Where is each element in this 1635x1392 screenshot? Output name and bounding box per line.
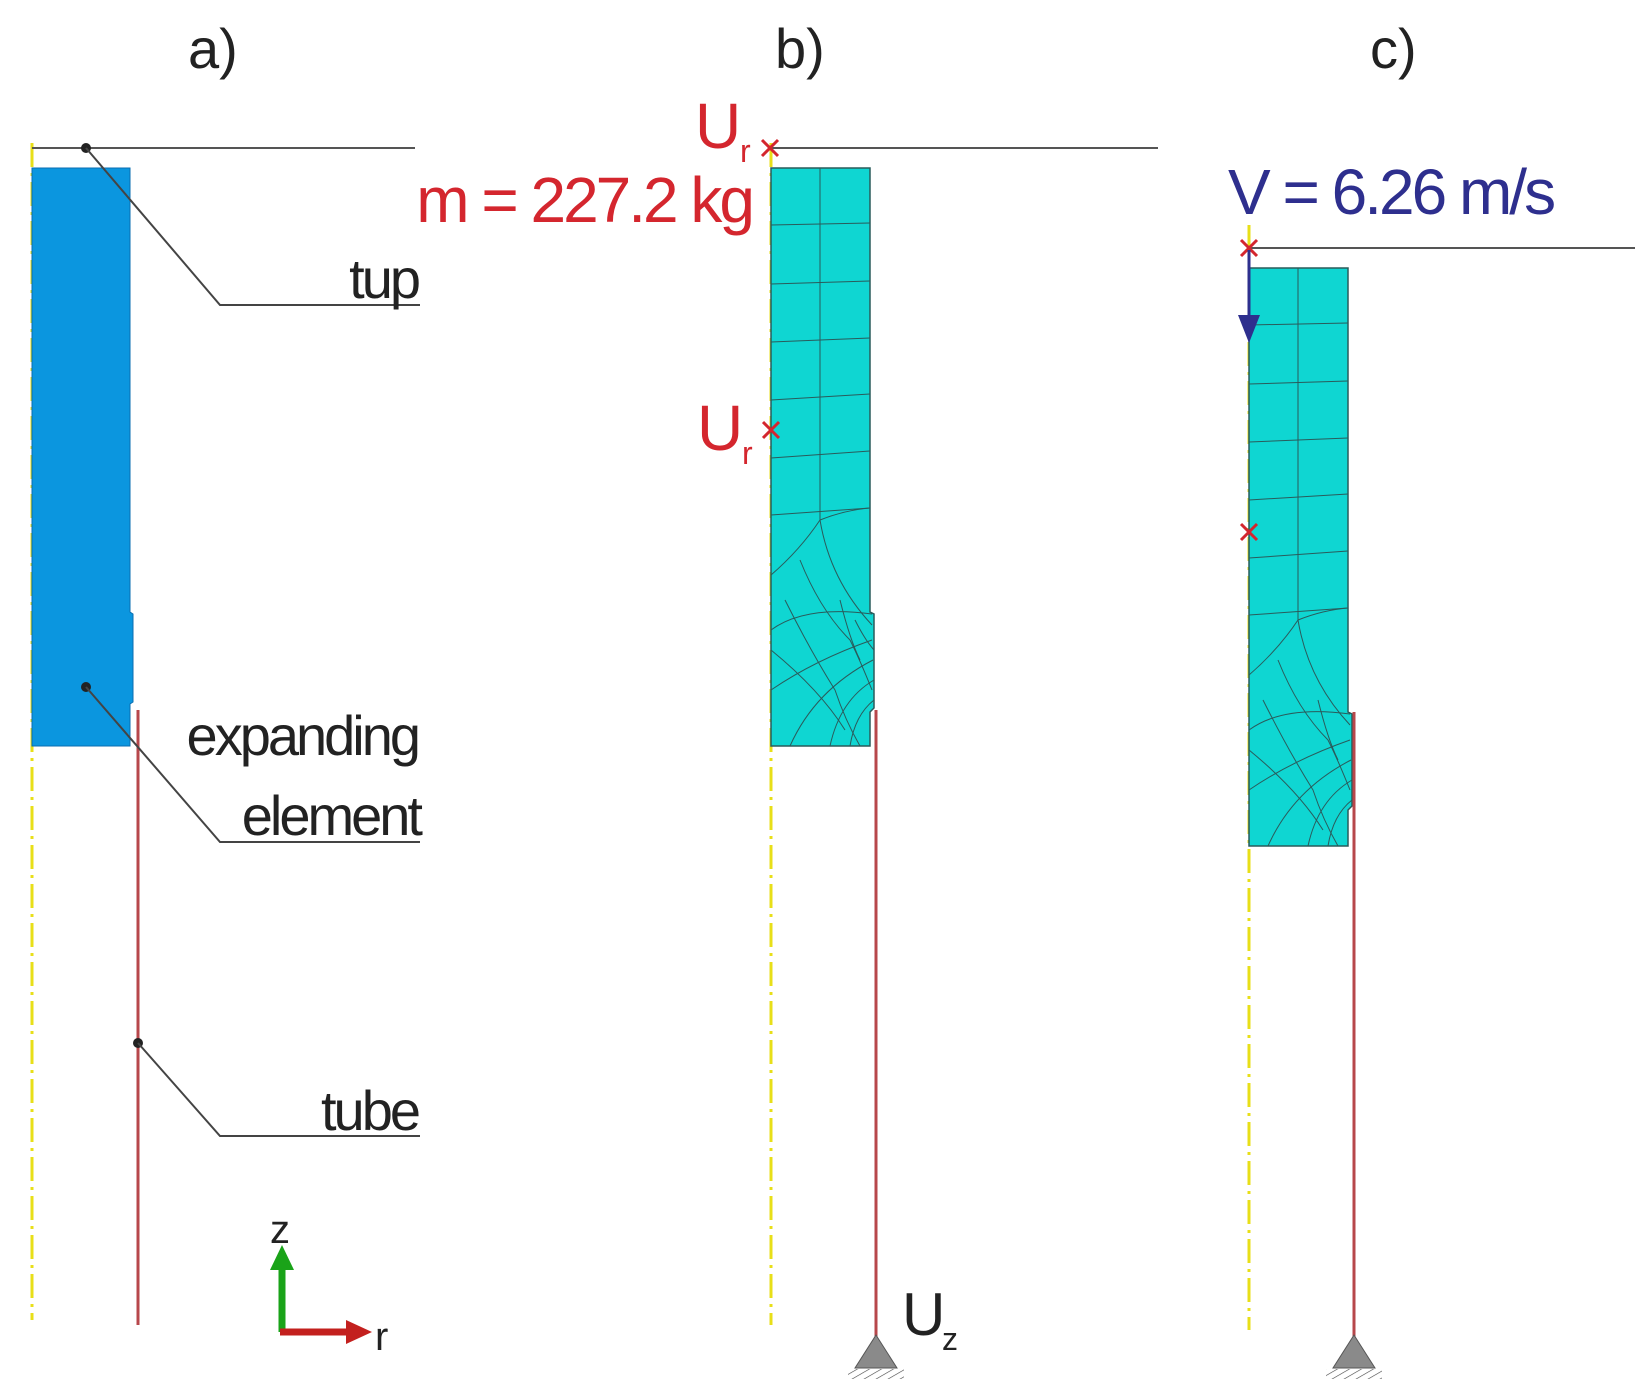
callout-expanding-label: expanding [187,704,418,767]
mass-label: m = 227.2 kg [416,164,752,236]
bc-marker-c-top [1239,238,1259,258]
panel-b: b) [416,17,1158,1379]
panel-c-label: c) [1370,17,1417,80]
expanding-element-solid [31,167,134,747]
callout-element-label: element [242,784,424,847]
bc-radial-top-sub: r [740,133,751,169]
velocity-label: V = 6.26 m/s [1228,156,1554,228]
mesh-body-b [770,167,875,747]
bc-radial-mid-U: U [697,392,743,464]
z-axis-label: z [270,1208,290,1252]
panel-c: c) [1228,17,1635,1379]
fixed-support-b [848,1334,904,1379]
panel-a: a) tup expanding element tube [30,17,426,1359]
bc-radial-top-U: U [695,90,741,162]
velocity-arrow [1238,250,1260,343]
callout-expanding-element: expanding element [81,682,426,847]
bc-radial-mid-label: U r [697,392,753,471]
bc-axial-label: U z [902,1281,958,1357]
callout-tube: tube [133,1038,422,1142]
bc-axial-U: U [902,1281,945,1348]
bc-marker-top [760,138,780,158]
mesh-body-c [1248,267,1353,847]
coordinate-triad: z r [270,1208,388,1359]
bc-radial-top-label: U r [695,90,751,169]
callout-tube-label: tube [321,1079,419,1142]
bc-axial-sub: z [942,1321,958,1357]
r-axis-label: r [375,1315,388,1359]
callout-tup: tup [81,143,422,310]
bc-marker-mid [761,420,781,440]
callout-tup-label: tup [349,247,419,310]
panel-a-label: a) [188,17,238,80]
bc-radial-mid-sub: r [742,435,753,471]
fixed-support-c [1326,1334,1382,1379]
panel-b-label: b) [775,17,825,80]
bc-marker-c-mid [1239,522,1259,542]
